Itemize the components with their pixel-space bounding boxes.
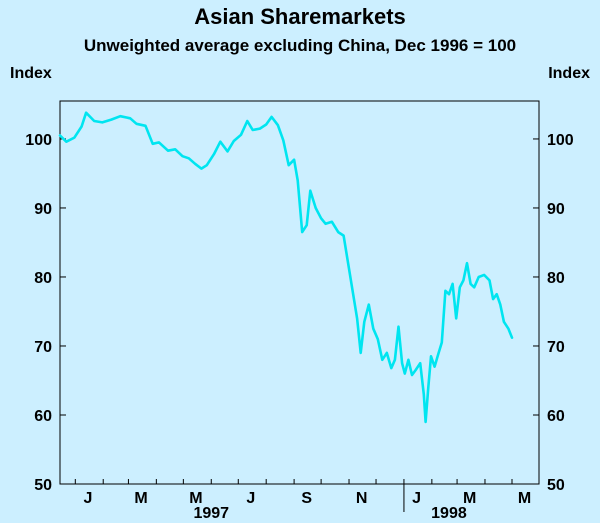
x-year-label: 1998	[431, 505, 467, 522]
y-tick-label-left: 100	[25, 132, 52, 149]
y-tick-label-right: 80	[547, 270, 565, 287]
y-axis-label-left: Index	[10, 65, 52, 82]
chart-subtitle: Unweighted average excluding China, Dec …	[83, 36, 517, 55]
x-tick-label: S	[301, 490, 312, 507]
y-tick-label-right: 90	[547, 201, 565, 218]
plot-frame	[59, 100, 540, 485]
x-tick-label: J	[246, 490, 255, 507]
y-tick-label-left: 70	[34, 339, 52, 356]
y-axis: 50 50 60 60 70 70 80 80 90 90 100 100	[25, 132, 574, 494]
y-tick-label-left: 90	[34, 201, 52, 218]
y-axis-label-right: Index	[548, 65, 590, 82]
y-tick-label-right: 60	[547, 408, 565, 425]
y-tick-label-right: 100	[547, 132, 574, 149]
chart-title: Asian Sharemarkets	[194, 4, 406, 29]
series-layer	[58, 111, 514, 424]
y-tick-label-left: 60	[34, 408, 52, 425]
x-tick-label: J	[83, 490, 92, 507]
x-tick-label: M	[189, 490, 202, 507]
y-tick-label-right: 70	[547, 339, 565, 356]
x-tick-label: M	[463, 490, 476, 507]
x-tick-label: M	[518, 490, 531, 507]
x-tick-label: J	[412, 490, 421, 507]
series-line	[58, 111, 514, 424]
y-tick-label-right: 50	[547, 477, 565, 494]
x-year-label: 1997	[193, 505, 229, 522]
x-tick-label: M	[134, 490, 147, 507]
y-tick-label-left: 80	[34, 270, 52, 287]
x-tick-label: N	[356, 490, 368, 507]
y-tick-label-left: 50	[34, 477, 52, 494]
